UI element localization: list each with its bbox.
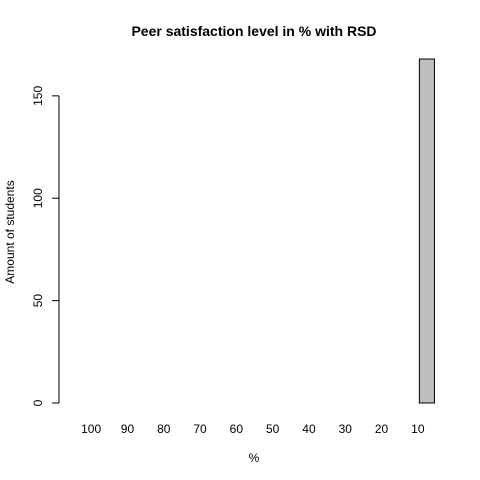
x-tick-label: 10 — [411, 422, 425, 436]
y-tick-label: 150 — [31, 86, 45, 106]
x-axis-label: % — [249, 451, 260, 465]
x-tick-label: 20 — [375, 422, 389, 436]
x-tick-label: 70 — [193, 422, 207, 436]
chart-title: Peer satisfaction level in % with RSD — [131, 23, 376, 39]
x-tick-label: 60 — [230, 422, 244, 436]
bar — [418, 58, 435, 404]
y-tick-label: 0 — [31, 399, 45, 406]
y-tick-label: 50 — [31, 294, 45, 308]
y-axis-label: Amount of students — [3, 180, 17, 283]
x-tick-label: 30 — [339, 422, 353, 436]
y-axis: 0 50 100 150 — [31, 86, 60, 406]
x-tick-labels: 100 90 80 70 60 50 40 30 20 10 — [81, 422, 425, 436]
x-tick-label: 80 — [157, 422, 171, 436]
y-tick-label: 100 — [31, 188, 45, 208]
x-tick-label: 100 — [81, 422, 101, 436]
x-tick-label: 90 — [121, 422, 135, 436]
x-tick-label: 50 — [266, 422, 280, 436]
bars-group — [418, 58, 435, 404]
x-tick-label: 40 — [302, 422, 316, 436]
